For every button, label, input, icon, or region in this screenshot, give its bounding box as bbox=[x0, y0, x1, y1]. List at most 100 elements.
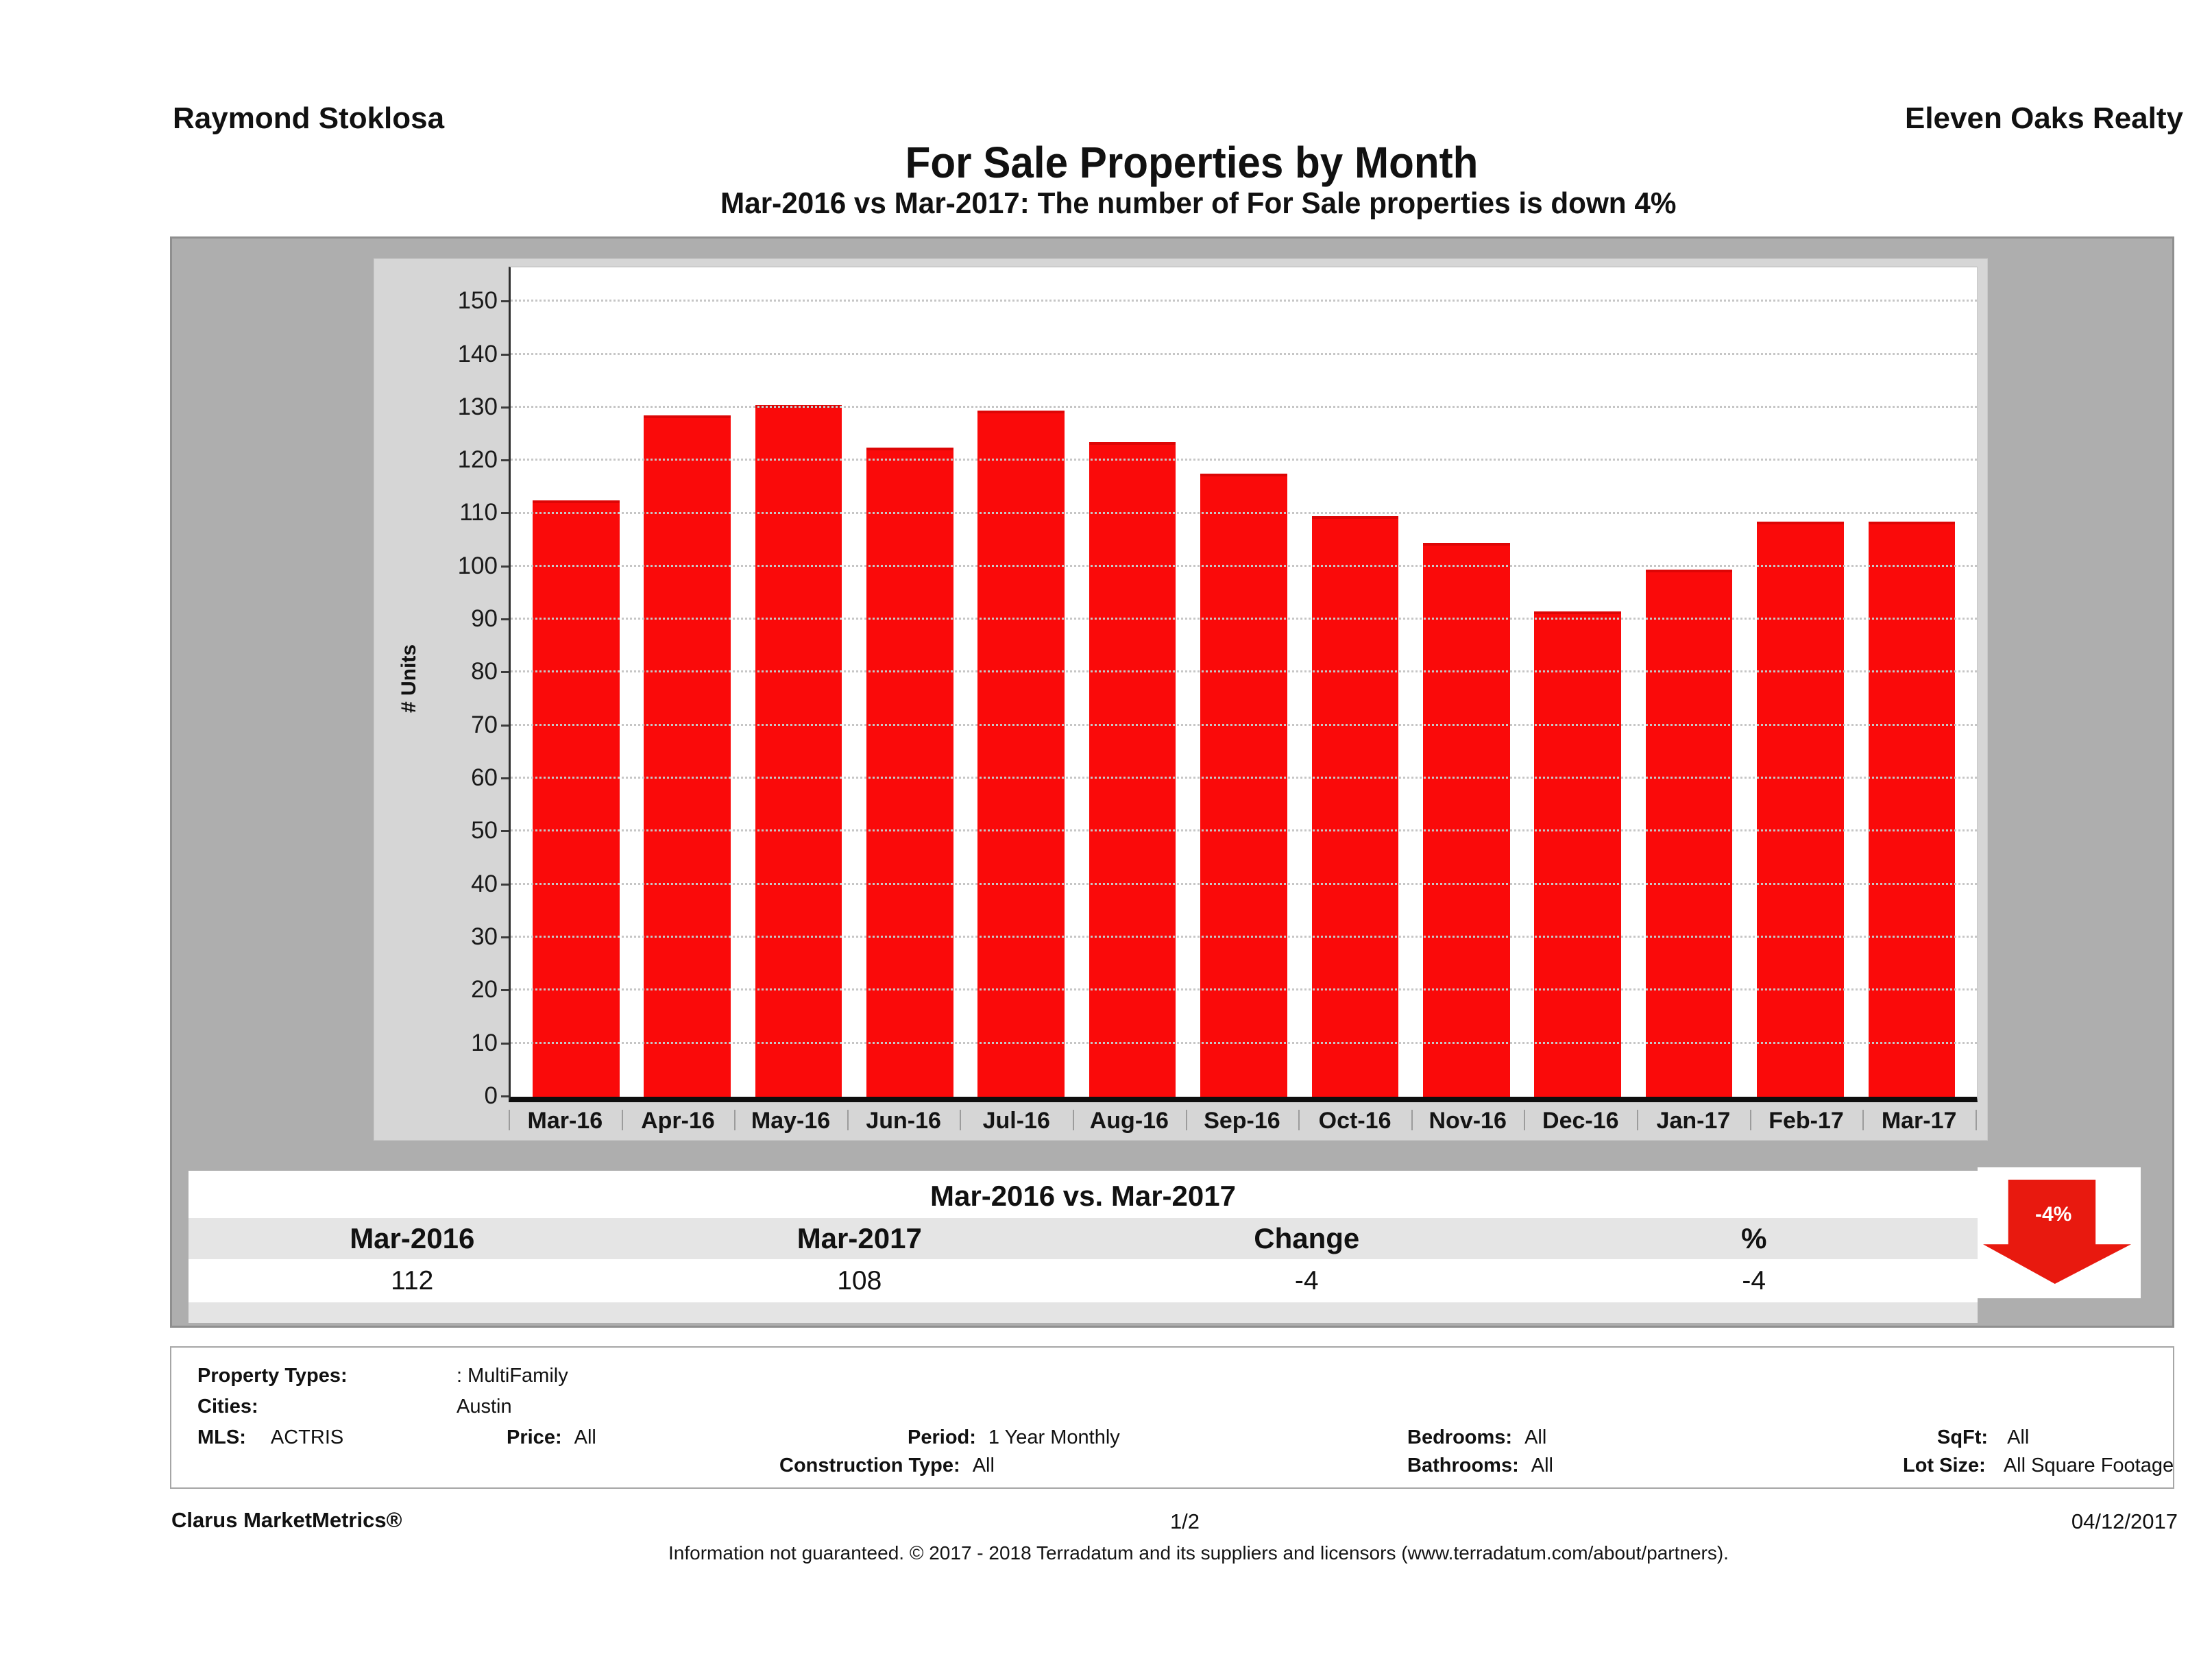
footer-date: 04/12/2017 bbox=[2071, 1509, 2178, 1533]
summary-col-change: Change bbox=[1254, 1222, 1360, 1254]
summary-value-mar2017: 108 bbox=[837, 1266, 882, 1296]
bar-Dec-16 bbox=[1534, 611, 1622, 1097]
y-tick bbox=[501, 618, 509, 621]
bar-slot bbox=[743, 267, 854, 1097]
cities-value: Austin bbox=[457, 1396, 512, 1418]
bar-Jul-16 bbox=[977, 410, 1065, 1097]
trend-arrow-box: -4% bbox=[1978, 1167, 2141, 1298]
bar-Aug-16 bbox=[1089, 441, 1176, 1097]
y-tick-label: 60 bbox=[471, 764, 498, 792]
summary-title: Mar-2016 vs. Mar-2017 bbox=[189, 1171, 1978, 1218]
x-tick-label: Nov-16 bbox=[1411, 1104, 1524, 1137]
gridline bbox=[511, 670, 1977, 673]
footer-disclaimer: Information not guaranteed. © 2017 - 201… bbox=[668, 1542, 1729, 1564]
gridline bbox=[511, 882, 1977, 885]
y-tick bbox=[501, 883, 509, 886]
footer-brand: Clarus MarketMetrics® bbox=[171, 1508, 402, 1532]
summary-table: Mar-2016 vs. Mar-2017 Mar-2016 Mar-2017 … bbox=[189, 1171, 1978, 1323]
bar-slot bbox=[1745, 267, 1856, 1097]
bar-slot bbox=[631, 267, 742, 1097]
y-tick-label: 100 bbox=[457, 552, 498, 579]
summary-value-row: 112 108 -4 -4 bbox=[189, 1259, 1978, 1302]
bar-Feb-17 bbox=[1757, 521, 1844, 1097]
bars-layer bbox=[511, 267, 1977, 1097]
x-tick-label: Mar-17 bbox=[1862, 1104, 1976, 1137]
property-types-label: Property Types: bbox=[197, 1365, 348, 1387]
y-tick-label: 40 bbox=[471, 870, 498, 897]
summary-col-mar2017: Mar-2017 bbox=[797, 1222, 922, 1254]
bar-Nov-16 bbox=[1422, 542, 1510, 1097]
y-tick bbox=[501, 1042, 509, 1045]
gridline bbox=[511, 988, 1977, 991]
gridline bbox=[511, 511, 1977, 514]
y-tick-label: 20 bbox=[471, 976, 498, 1004]
bar-slot bbox=[1856, 267, 1967, 1097]
construction-field: Construction Type: All bbox=[779, 1455, 995, 1476]
sqft-field: SqFt: All bbox=[1937, 1426, 2030, 1448]
page-subtitle-wrap: Mar-2016 vs Mar-2017: The number of For … bbox=[185, 186, 2212, 221]
y-tick bbox=[501, 777, 509, 780]
summary-col-mar2016: Mar-2016 bbox=[350, 1222, 475, 1254]
y-tick bbox=[501, 671, 509, 674]
bar-slot bbox=[1633, 267, 1745, 1097]
gridline bbox=[511, 300, 1977, 302]
y-tick-label: 150 bbox=[457, 287, 498, 315]
bar-slot bbox=[1077, 267, 1188, 1097]
summary-footer-strip bbox=[189, 1302, 1978, 1323]
bar-slot bbox=[1300, 267, 1411, 1097]
price-field: Price: All bbox=[507, 1426, 596, 1448]
cities-label: Cities: bbox=[197, 1396, 258, 1418]
page-title: For Sale Properties by Month bbox=[905, 138, 1479, 187]
down-arrow-icon bbox=[1983, 1180, 2131, 1284]
x-tick-label: Aug-16 bbox=[1073, 1104, 1186, 1137]
bar-Apr-16 bbox=[644, 415, 731, 1097]
gridline bbox=[511, 777, 1977, 779]
y-tick-label: 110 bbox=[459, 499, 498, 526]
y-tick-label: 140 bbox=[457, 340, 498, 367]
y-tick-label: 70 bbox=[471, 711, 498, 738]
y-tick bbox=[501, 1095, 509, 1097]
gridline bbox=[511, 564, 1977, 567]
x-tick-label: Jul-16 bbox=[960, 1104, 1073, 1137]
property-types-value: : MultiFamily bbox=[457, 1365, 568, 1387]
x-tick-label: Sep-16 bbox=[1185, 1104, 1299, 1137]
bar-slot bbox=[1522, 267, 1633, 1097]
summary-col-percent: % bbox=[1741, 1222, 1767, 1254]
x-tick-label: Apr-16 bbox=[621, 1104, 735, 1137]
summary-value-mar2016: 112 bbox=[391, 1266, 434, 1296]
y-tick-label: 80 bbox=[471, 658, 498, 685]
y-tick bbox=[501, 300, 509, 303]
x-tick-label: Jan-17 bbox=[1637, 1104, 1750, 1137]
chart-panel: # Units 0 10 20 30 40 50 60 70 80 90 100 110 120 130 1… bbox=[170, 236, 2174, 1328]
summary-value-percent: -4 bbox=[1742, 1266, 1766, 1296]
chart-container: # Units 0 10 20 30 40 50 60 70 80 90 100 110 120 130 1… bbox=[374, 258, 1988, 1141]
bar-May-16 bbox=[755, 404, 842, 1097]
gridline bbox=[511, 459, 1977, 461]
summary-value-change: -4 bbox=[1294, 1266, 1319, 1296]
y-tick bbox=[501, 353, 509, 356]
gridline bbox=[511, 405, 1977, 408]
y-tick-label: 120 bbox=[457, 446, 498, 474]
bathrooms-field: Bathrooms: All bbox=[1407, 1455, 1553, 1476]
bar-slot bbox=[854, 267, 965, 1097]
bar-Mar-17 bbox=[1868, 521, 1956, 1097]
x-axis: Mar-16 Apr-16 May-16 Jun-16 Jul-16 Aug-16 Sep-… bbox=[509, 1104, 1977, 1137]
criteria-box: Property Types: : MultiFamily Cities: Au… bbox=[170, 1346, 2174, 1489]
y-tick bbox=[501, 830, 509, 833]
period-field: Period: 1 Year Monthly bbox=[908, 1426, 1120, 1448]
bar-Jun-16 bbox=[866, 447, 953, 1097]
bar-Oct-16 bbox=[1311, 516, 1399, 1097]
page-title-wrap: For Sale Properties by Month bbox=[171, 137, 2212, 188]
y-tick-label: 30 bbox=[471, 923, 498, 951]
bar-slot bbox=[1411, 267, 1522, 1097]
summary-header-row: Mar-2016 Mar-2017 Change % bbox=[189, 1218, 1978, 1259]
y-tick bbox=[501, 406, 509, 409]
lot-size-field: Lot Size: All Square Footage bbox=[1903, 1455, 2174, 1476]
y-tick bbox=[501, 936, 509, 939]
gridline bbox=[511, 936, 1977, 938]
bar-Mar-16 bbox=[532, 500, 620, 1097]
y-tick-label: 90 bbox=[471, 605, 498, 633]
bar-slot bbox=[1188, 267, 1299, 1097]
brokerage-name: Eleven Oaks Realty bbox=[1904, 101, 2183, 135]
